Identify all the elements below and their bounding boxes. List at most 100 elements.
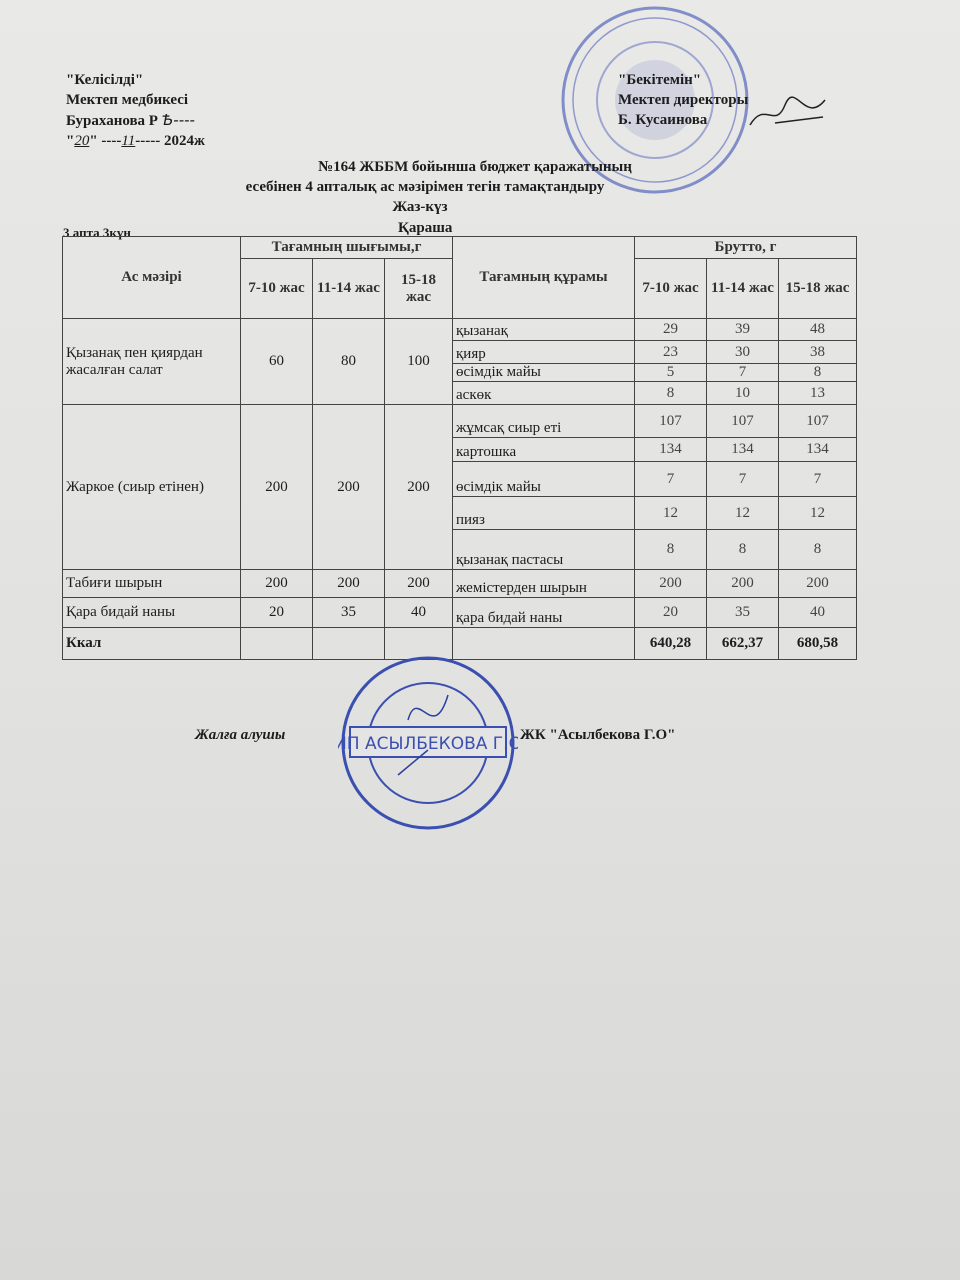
kcal-label: Ккал	[62, 627, 241, 660]
brutto-value: 5	[634, 363, 707, 382]
table-row: картошка 134 134 134	[63, 437, 857, 462]
dish-name: Табиғи шырын	[62, 569, 241, 598]
brutto-value: 200	[778, 569, 857, 598]
dish-name: Қызанақ пен қиярдан жасалған салат	[62, 318, 241, 405]
dish-name: Қара бидай наны	[62, 597, 241, 628]
header-menu: Ас мәзірі	[62, 236, 241, 319]
brutto-value: 10	[706, 381, 779, 405]
brutto-value: 35	[706, 597, 779, 628]
age-header: 7-10 жас	[634, 258, 707, 319]
brutto-value: 40	[778, 597, 857, 628]
brutto-value: 12	[706, 496, 779, 530]
brutto-value: 38	[778, 340, 857, 364]
brutto-value: 134	[706, 437, 779, 462]
brutto-value: 39	[706, 318, 779, 341]
director-name: Б. Кусаинова	[618, 112, 708, 128]
dish-output: 40	[384, 597, 453, 628]
brutto-value: 8	[634, 381, 707, 405]
table-row: өсімдік майы 5 7 8	[63, 363, 857, 382]
brutto-value: 8	[778, 529, 857, 570]
brutto-value: 29	[634, 318, 707, 341]
ingredient-name: қияр	[452, 340, 635, 364]
kcal-value: 640,28	[634, 627, 707, 660]
header-output: Тағамның шығымы,г	[240, 236, 453, 259]
brutto-value: 7	[706, 461, 779, 497]
title-line1: №164 ЖББМ бойынша бюджет қаражатының	[318, 159, 632, 175]
empty-cell	[384, 627, 453, 660]
brutto-value: 7	[706, 363, 779, 382]
brutto-value: 48	[778, 318, 857, 341]
table-row: Табиғи шырын 200 200 200 жемістерден шырын 20…	[62, 569, 857, 598]
dish-output: 35	[312, 597, 385, 628]
age-header: 11-14 жас	[706, 258, 779, 319]
agreed-block: "Келісілді" Мектеп медбикесі Бураханова …	[66, 72, 205, 149]
date-month: 11	[121, 133, 136, 149]
approved-label: "Бекітемін"	[618, 72, 702, 88]
dish-output: 200	[312, 404, 385, 570]
table-row: Қара бидай наны 20 35 40 қара бидай наны 20 35…	[62, 597, 857, 628]
dish-output: 60	[240, 318, 313, 405]
header-brutto: Брутто, г	[634, 236, 857, 259]
brutto-value: 200	[634, 569, 707, 598]
kcal-value: 680,58	[778, 627, 857, 660]
header-composition: Тағамның құрамы	[452, 236, 635, 319]
brutto-value: 107	[706, 404, 779, 438]
table-row: Қызанақ пен қиярдан жасалған салат 60 80 10…	[62, 318, 857, 405]
dish-output: 200	[384, 404, 453, 570]
table-row: өсімдік майы 7 7 7	[63, 461, 857, 497]
ingredient-name: картошка	[452, 437, 635, 462]
kcal-row: Ккал 640,28 662,37 680,58	[62, 627, 857, 660]
brutto-value: 107	[778, 404, 857, 438]
age-header: 15-18 жас	[778, 258, 857, 319]
approved-block: "Бекітемін" Мектеп директоры Б. Кусаинов…	[618, 70, 748, 130]
brutto-value: 13	[778, 381, 857, 405]
brutto-value: 20	[634, 597, 707, 628]
month: Қараша	[398, 220, 453, 236]
ingredient-name: жұмсақ сиыр еті	[452, 404, 635, 438]
brutto-value: 7	[778, 461, 857, 497]
brutto-value: 30	[706, 340, 779, 364]
menu-table: Ас мәзірі Тағамның шығымы,г Тағамның құр…	[62, 236, 857, 660]
ingredient-name: қызанақ	[452, 318, 635, 341]
title-line2: есебінен 4 апталық ас мәзірімен тегін та…	[245, 179, 605, 195]
empty-cell	[312, 627, 385, 660]
ingredient-name: аскөк	[452, 381, 635, 405]
director-signature	[749, 96, 826, 126]
brutto-value: 134	[634, 437, 707, 462]
table-row: қияр 23 30 38	[63, 340, 857, 364]
ingredient-name: өсімдік майы	[452, 461, 635, 497]
ingredient-name: қызанақ пастасы	[452, 529, 635, 570]
kcal-value: 662,37	[706, 627, 779, 660]
stamp-text: ИП АСЫЛБЕКОВА Г.О	[338, 734, 518, 754]
age-header: 15-18 жас	[384, 258, 453, 319]
empty-cell	[240, 627, 313, 660]
dish-output: 100	[384, 318, 453, 405]
date-year: 2024ж	[164, 133, 205, 149]
brutto-value: 7	[634, 461, 707, 497]
supplier-label: ЖК "Асылбекова Г.О"	[520, 727, 676, 743]
season: Жаз-күз	[392, 199, 448, 215]
dish-output: 20	[240, 597, 313, 628]
table-row: пияз 12 12 12	[63, 496, 857, 530]
date-day: 20	[74, 133, 90, 149]
brutto-value: 107	[634, 404, 707, 438]
dish-output: 200	[384, 569, 453, 598]
dish-output: 80	[312, 318, 385, 405]
dish-output: 200	[240, 404, 313, 570]
quote: "	[66, 133, 75, 149]
brutto-value: 8	[706, 529, 779, 570]
entrepreneur-stamp: ИП АСЫЛБЕКОВА Г.О	[338, 656, 518, 830]
brutto-value: 200	[706, 569, 779, 598]
brutto-value: 134	[778, 437, 857, 462]
dish-name: Жаркое (сиыр етінен)	[62, 404, 241, 570]
brutto-value: 8	[634, 529, 707, 570]
ingredient-name: қара бидай наны	[452, 597, 635, 628]
brutto-value: 12	[634, 496, 707, 530]
table-row: аскөк 8 10 13	[63, 381, 857, 405]
ingredient-name: өсімдік майы	[452, 363, 635, 382]
ingredient-name: пияз	[452, 496, 635, 530]
agreed-label: "Келісілді"	[66, 72, 144, 88]
brutto-value: 23	[634, 340, 707, 364]
dish-output: 200	[312, 569, 385, 598]
age-header: 11-14 жас	[312, 258, 385, 319]
